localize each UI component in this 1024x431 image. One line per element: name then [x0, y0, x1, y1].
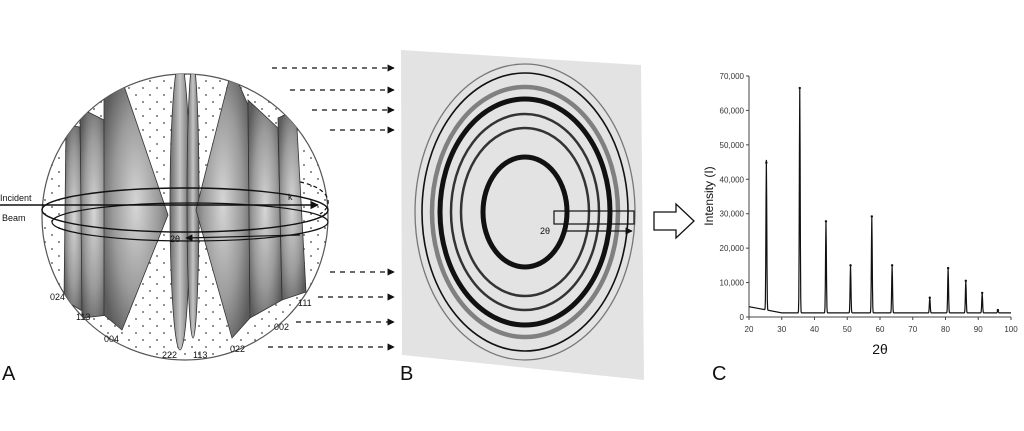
x-tick-label: 30 — [777, 325, 786, 334]
disk-113 — [186, 74, 200, 339]
panel-label-b: B — [400, 363, 413, 385]
hkl-label-024: 024 — [50, 292, 65, 302]
y-axis-title: Intensity (I) — [702, 166, 716, 225]
detector-2theta-label: 2θ — [540, 226, 550, 236]
y-tick-label: 30,000 — [720, 210, 745, 219]
panel-a-sphere: Incident Beam k 2θ 024 113 004 222 113 0… — [0, 73, 329, 361]
x-tick-label: 70 — [908, 325, 917, 334]
peak-point — [798, 86, 801, 90]
hkl-label-111: 111 — [298, 298, 312, 308]
panel-label-a: A — [2, 363, 16, 385]
debye-ring — [459, 126, 591, 298]
panel-label-c: C — [712, 363, 726, 385]
x-tick-label: 90 — [974, 325, 983, 334]
panel-b-detector: 2θ — [401, 50, 644, 380]
peak-point — [870, 215, 874, 218]
integration-box — [553, 210, 635, 225]
y-tick-label: 0 — [740, 313, 745, 322]
equator-dashed — [299, 181, 329, 215]
y-tick-label: 60,000 — [720, 106, 745, 115]
y-tick-label: 10,000 — [720, 279, 745, 288]
panel-c-chart: 20 30 40 50 60 70 80 90 100 0 10,000 20,000 30,000 40… — [702, 72, 1018, 357]
y-tick-label: 70,000 — [720, 72, 745, 81]
peak-point — [980, 291, 984, 295]
debye-ring — [480, 154, 570, 270]
x-tick-label: 80 — [941, 325, 950, 334]
diffraction-trace — [748, 88, 1011, 314]
peak-point — [996, 308, 1000, 312]
x-tick-label: 20 — [745, 325, 754, 334]
two-theta-arrow — [185, 234, 301, 242]
debye-ring — [437, 96, 613, 328]
y-tick-label: 50,000 — [720, 141, 745, 150]
peak-point — [964, 279, 968, 283]
x-tick-label: 100 — [1004, 325, 1018, 334]
hkl-label-022: 022 — [230, 344, 245, 354]
sphere-2theta-label: 2θ — [170, 234, 180, 244]
x-tick-label: 50 — [843, 325, 852, 334]
x-tick-label: 60 — [876, 325, 885, 334]
y-tick-label: 20,000 — [720, 244, 745, 253]
hkl-label-113-left: 113 — [76, 312, 90, 322]
peak-point — [849, 264, 852, 267]
projection-arrows — [268, 64, 395, 351]
x-tick-label: 40 — [810, 325, 819, 334]
k-label: k — [288, 192, 293, 202]
debye-ring — [429, 84, 621, 340]
debye-ring — [414, 63, 636, 361]
hkl-label-002: 002 — [274, 322, 289, 332]
cone-002 — [247, 99, 283, 319]
debye-ring — [421, 72, 629, 352]
peak-point — [890, 264, 894, 267]
peak-point — [928, 296, 931, 299]
hkl-label-113-center: 113 — [193, 350, 207, 360]
equator-ring-1 — [41, 187, 329, 233]
y-tick-label: 40,000 — [720, 175, 745, 184]
x-axis-title: 2θ — [872, 341, 888, 357]
peak-point — [824, 220, 828, 223]
debye-ring — [449, 112, 601, 312]
hkl-label-222: 222 — [162, 350, 177, 360]
peak-point — [765, 161, 768, 164]
incident-label: Incident — [0, 193, 32, 203]
beam-label: Beam — [2, 213, 26, 223]
peak-point — [946, 266, 950, 270]
hollow-arrow-icon — [653, 202, 695, 240]
hkl-label-004: 004 — [104, 334, 119, 344]
